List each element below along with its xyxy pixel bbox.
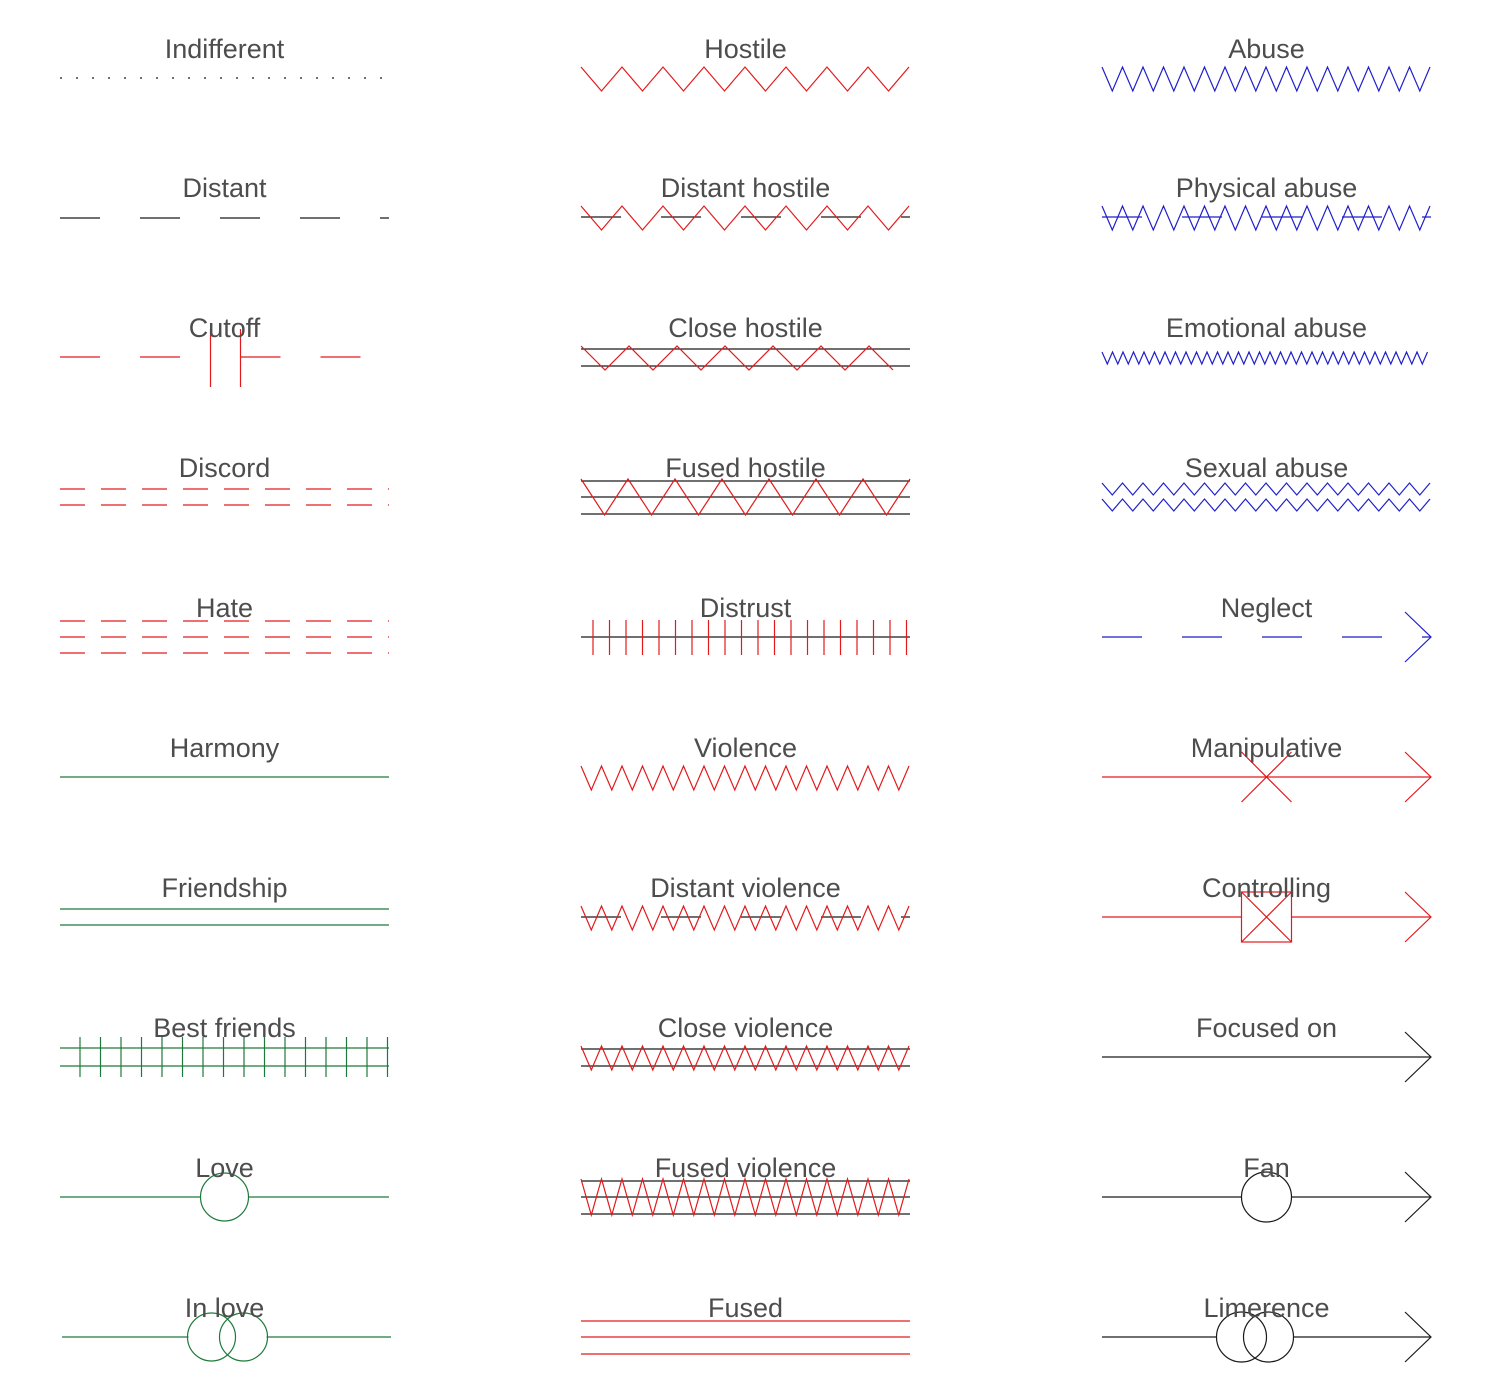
symbol-distant: Distant <box>60 173 389 219</box>
symbol-controlling: Controlling <box>1102 873 1432 943</box>
love-line <box>60 1172 389 1222</box>
abuse-label: Abuse <box>1228 34 1305 64</box>
fused-violence-label: Fused violence <box>655 1153 837 1183</box>
symbol-manipulative: Manipulative <box>1102 733 1432 803</box>
abuse-line <box>1101 65 1431 93</box>
column-2: Hostile Distant hostile Close hostile Fused… <box>580 34 911 1355</box>
symbol-fused-hostile: Fused hostile <box>580 453 911 517</box>
sexual-abuse-label: Sexual abuse <box>1185 453 1349 483</box>
emotional-abuse-label: Emotional abuse <box>1166 313 1367 343</box>
focused-on-line <box>1102 1031 1432 1083</box>
column-3: Abuse Physical abuse Emotional abuse Sexual… <box>1101 34 1432 1363</box>
manipulative-line <box>1102 751 1432 803</box>
symbol-best-friends: Best friends <box>60 1013 389 1077</box>
symbol-focused-on: Focused on <box>1102 1013 1432 1083</box>
symbol-friendship: Friendship <box>60 873 389 926</box>
symbol-fused-violence: Fused violence <box>580 1153 910 1218</box>
column-1: Indifferent Distant Cutoff Discord Hate Harmo… <box>60 34 391 1362</box>
sexual-abuse-line <box>1101 482 1431 512</box>
symbol-indifferent: Indifferent <box>60 34 389 79</box>
symbol-distant-hostile: Distant hostile <box>580 173 910 231</box>
distrust-label: Distrust <box>700 593 792 623</box>
symbol-neglect: Neglect <box>1102 593 1432 663</box>
limerence-label: Limerence <box>1203 1293 1329 1323</box>
best-friends-line <box>60 1037 389 1077</box>
symbol-love: Love <box>60 1153 389 1222</box>
violence-line <box>580 764 910 792</box>
fused-violence-line <box>580 1176 910 1218</box>
hostile-label: Hostile <box>704 34 787 64</box>
symbol-hate: Hate <box>60 593 389 654</box>
discord-label: Discord <box>179 453 271 483</box>
fused-label: Fused <box>708 1293 783 1323</box>
controlling-line <box>1102 891 1432 943</box>
limerence-line <box>1102 1311 1432 1363</box>
physical-abuse-line <box>1101 204 1431 232</box>
distant-hostile-label: Distant hostile <box>661 173 831 203</box>
symbol-emotional-abuse: Emotional abuse <box>1101 313 1429 366</box>
symbol-physical-abuse: Physical abuse <box>1101 173 1431 232</box>
distant-violence-label: Distant violence <box>650 873 841 903</box>
harmony-label: Harmony <box>170 733 280 763</box>
fused-line <box>581 1320 910 1355</box>
in-love-line <box>62 1312 391 1362</box>
best-friends-label: Best friends <box>153 1013 296 1043</box>
symbol-in-love: In love <box>62 1293 391 1362</box>
distant-label: Distant <box>182 173 267 203</box>
close-hostile-line <box>580 345 910 371</box>
fan-label: Fan <box>1243 1153 1290 1183</box>
in-love-label: In love <box>185 1293 265 1323</box>
symbol-limerence: Limerence <box>1102 1293 1432 1363</box>
symbol-distant-violence: Distant violence <box>580 873 910 932</box>
love-label: Love <box>195 1153 254 1183</box>
symbol-close-violence: Close violence <box>580 1013 910 1072</box>
close-violence-label: Close violence <box>658 1013 834 1043</box>
cutoff-label: Cutoff <box>189 313 261 343</box>
symbol-cutoff: Cutoff <box>60 313 389 387</box>
cutoff-line <box>60 329 389 387</box>
controlling-label: Controlling <box>1202 873 1331 903</box>
discord-line <box>60 488 389 506</box>
focused-on-label: Focused on <box>1196 1013 1337 1043</box>
symbol-fan: Fan <box>1102 1153 1432 1223</box>
distant-hostile-line <box>580 205 910 231</box>
symbol-sexual-abuse: Sexual abuse <box>1101 453 1431 512</box>
violence-label: Violence <box>694 733 797 763</box>
symbol-harmony: Harmony <box>60 733 389 778</box>
neglect-label: Neglect <box>1221 593 1313 623</box>
physical-abuse-label: Physical abuse <box>1176 173 1358 203</box>
distrust-line <box>581 620 910 655</box>
fan-line <box>1102 1171 1432 1223</box>
friendship-line <box>60 908 389 926</box>
hostile-line <box>580 66 910 92</box>
symbol-close-hostile: Close hostile <box>580 313 910 371</box>
symbol-hostile: Hostile <box>580 34 910 92</box>
emotional-abuse-line <box>1101 350 1429 366</box>
hate-label: Hate <box>196 593 253 623</box>
close-hostile-label: Close hostile <box>668 313 823 343</box>
symbol-discord: Discord <box>60 453 389 506</box>
close-violence-line <box>580 1044 910 1072</box>
symbol-violence: Violence <box>580 733 910 792</box>
hate-line <box>60 620 389 654</box>
distant-violence-line <box>580 904 910 932</box>
symbol-distrust: Distrust <box>581 593 910 655</box>
manipulative-label: Manipulative <box>1191 733 1343 763</box>
fused-hostile-line <box>580 477 911 517</box>
symbol-abuse: Abuse <box>1101 34 1431 93</box>
neglect-line <box>1102 611 1432 663</box>
friendship-label: Friendship <box>161 873 287 903</box>
indifferent-label: Indifferent <box>165 34 285 64</box>
fused-hostile-label: Fused hostile <box>665 453 826 483</box>
symbol-fused: Fused <box>581 1293 910 1355</box>
